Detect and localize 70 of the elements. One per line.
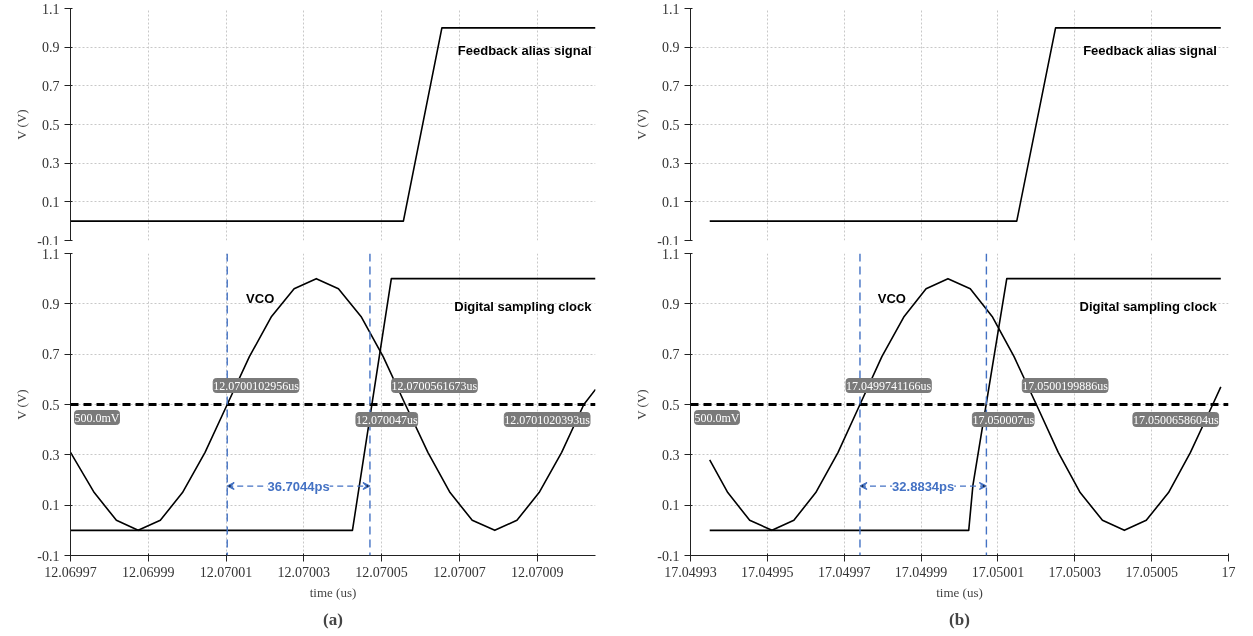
y-tick-label: 0.5 xyxy=(662,117,680,133)
y-tick-label: -0.1 xyxy=(657,233,680,249)
text: (b) xyxy=(949,609,970,629)
x-axis-title: time (us) xyxy=(936,584,983,600)
x-tick-label: 17.05003 xyxy=(1048,564,1102,580)
y-axis-title: V (V) xyxy=(14,109,30,140)
y-tick-label: 1.1 xyxy=(662,246,680,262)
y-tick-label: 0.3 xyxy=(42,447,60,463)
series-label: Digital sampling clock xyxy=(454,298,593,314)
annotation: 12.070047us xyxy=(355,412,418,427)
y-tick-label: 0.1 xyxy=(42,194,60,210)
series-label: VCO xyxy=(877,291,906,307)
line-series xyxy=(70,277,596,532)
y-axis-title: V (V) xyxy=(634,389,650,420)
ref-line-label: 500.0mV xyxy=(74,410,120,425)
series-label: Feedback alias signal xyxy=(1083,43,1217,59)
y-tick-label: 1.1 xyxy=(662,1,680,17)
y-tick-label: 0.7 xyxy=(662,347,680,363)
annotation: 36.7044ps xyxy=(267,478,330,494)
x-tick-label: 17.05001 xyxy=(971,564,1025,580)
y-tick-label: 0.1 xyxy=(662,194,680,210)
y-axis-title: V (V) xyxy=(634,109,650,140)
text: (a) xyxy=(323,609,343,629)
y-tick-label: 0.7 xyxy=(42,347,60,363)
x-tick-label: 12.06999 xyxy=(122,564,175,580)
y-tick-label: 0.3 xyxy=(662,156,680,172)
x-tick-label: 12.07001 xyxy=(199,564,253,580)
y-tick-label: 0.5 xyxy=(662,397,680,413)
x-tick-label: 17.04995 xyxy=(741,564,794,580)
y-tick-label: 0.9 xyxy=(662,296,680,312)
x-tick-label: 17.05005 xyxy=(1125,564,1178,580)
y-tick-label: 1.1 xyxy=(42,1,60,17)
y-tick-label: 0.1 xyxy=(662,498,680,514)
series-label: VCO xyxy=(246,291,275,307)
annotation: 32.8834ps xyxy=(892,478,955,494)
y-tick-label: -0.1 xyxy=(657,548,680,564)
y-tick-label: 0.5 xyxy=(42,397,60,413)
y-axis-title: V (V) xyxy=(14,389,30,420)
annotation: 17.0500199886us xyxy=(1022,378,1109,393)
x-tick-label: 12.07009 xyxy=(510,564,564,580)
x-tick-label: 17.04993 xyxy=(664,564,717,580)
y-tick-label: 0.9 xyxy=(42,40,60,56)
annotation: 12.0700561673us xyxy=(391,378,478,393)
x-tick-label: 12.07005 xyxy=(355,564,408,580)
y-tick-label: 0.3 xyxy=(662,447,680,463)
annotation: 12.0700102956us xyxy=(213,378,300,393)
annotation: 17.0499741166us xyxy=(846,378,932,393)
y-tick-label: 1.1 xyxy=(42,246,60,262)
y-tick-label: -0.1 xyxy=(37,233,60,249)
y-tick-label: 0.7 xyxy=(42,78,60,94)
x-tick-label: 17.04997 xyxy=(817,564,871,580)
x-tick-label: 17 xyxy=(1221,564,1236,580)
x-axis-title: time (us) xyxy=(309,584,357,600)
y-tick-label: 0.9 xyxy=(662,40,680,56)
y-tick-label: 0.7 xyxy=(662,78,680,94)
annotation: 12.0701020393us xyxy=(504,412,591,427)
series-label: Feedback alias signal xyxy=(457,43,592,59)
y-tick-label: 0.1 xyxy=(42,498,60,514)
x-tick-label: 12.06997 xyxy=(44,564,97,580)
annotation: 17.050007us xyxy=(972,412,1035,427)
series-label: Digital sampling clock xyxy=(1079,298,1218,314)
x-tick-label: 12.07007 xyxy=(433,564,486,580)
y-tick-label: 0.5 xyxy=(42,117,60,133)
x-tick-label: 17.04999 xyxy=(894,564,948,580)
x-tick-label: 12.07003 xyxy=(277,564,331,580)
y-tick-label: 0.9 xyxy=(42,296,60,312)
ref-line-label: 500.0mV xyxy=(694,410,740,425)
annotation: 17.0500658604us xyxy=(1132,412,1219,427)
y-tick-label: 0.3 xyxy=(42,156,60,172)
y-tick-label: -0.1 xyxy=(37,548,60,564)
